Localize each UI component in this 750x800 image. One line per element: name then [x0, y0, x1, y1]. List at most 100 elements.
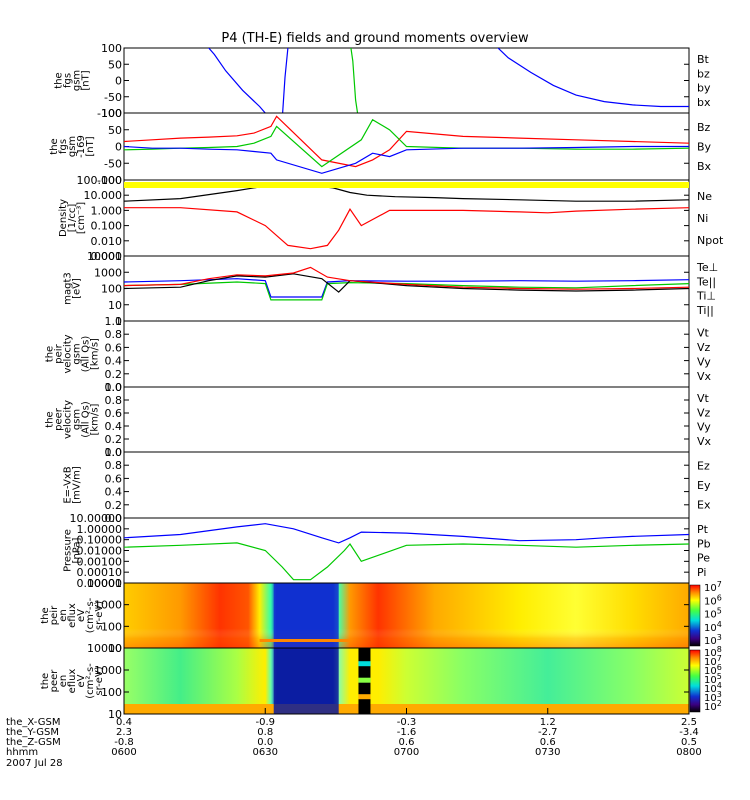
colorbar-label: 108: [704, 645, 722, 659]
colorbar-label: 104: [704, 620, 722, 634]
y-axis-label: peer: [54, 407, 65, 431]
colorbar-label: 105: [704, 672, 722, 686]
y-axis-label: [km/s]: [90, 403, 101, 435]
x-tick-label: 2.3: [116, 727, 132, 738]
series-bx-tail: [497, 48, 689, 108]
electron-spectrogram-patch: [358, 661, 371, 667]
y-axis-label: gsm: [72, 343, 83, 364]
panel-frame: [123, 320, 690, 388]
x-row-label: the_X-GSM: [6, 717, 60, 728]
y-tick-label: 0.001: [91, 250, 123, 263]
legend-label: bz: [697, 67, 710, 80]
panel-frame: [123, 517, 690, 584]
colorbar: [689, 649, 701, 713]
y-tick-label: 0: [115, 75, 122, 88]
series-Te⊥: [124, 266, 689, 290]
legend-label: Npot: [697, 234, 724, 247]
y-axis-label: eflux: [67, 603, 78, 628]
y-axis-label: en: [58, 675, 69, 688]
electron-spectrogram: [124, 648, 689, 714]
y-tick-label: 10.000: [84, 189, 123, 202]
y-tick-label: 0.2: [105, 368, 123, 381]
y-axis-label: gsm: [72, 409, 83, 430]
colorbar-label: 103: [704, 633, 722, 647]
y-tick-label: 1.0: [105, 446, 123, 459]
series-group: [124, 183, 689, 250]
y-tick-label: -100: [97, 107, 122, 120]
y-axis-label: eV: [76, 674, 87, 687]
legend-label: Bx: [697, 160, 712, 173]
series-bx-spike: [282, 48, 289, 113]
x-row-label: the_Z-GSM: [6, 737, 61, 748]
y-tick-label: 0.10000: [77, 534, 123, 547]
x-tick-label: -3.4: [679, 727, 699, 738]
y-tick-label: 0.00001: [77, 577, 123, 590]
y-tick-label: 1.000: [91, 204, 123, 217]
legend-label: Pb: [697, 537, 711, 550]
colorbar-label: 104: [704, 681, 722, 695]
y-axis-label: sr-eV): [94, 666, 105, 695]
legend-label: Vy: [697, 421, 711, 434]
y-tick-label: -50: [104, 157, 122, 170]
y-axis-label: peer: [49, 669, 60, 693]
legend-label: Vz: [697, 406, 711, 419]
series-Pe: [124, 542, 689, 581]
panel-peir_vel: 1.00.80.60.40.20.0thepeirvelocitygsm(All…: [45, 315, 712, 394]
legend-label: Ti||: [696, 304, 714, 317]
series-group: [124, 115, 689, 174]
legend-label: Vy: [697, 355, 711, 368]
electron-spectrogram-patch: [358, 694, 371, 700]
colorbar-label: 103: [704, 690, 722, 704]
x-tick-label: 0.8: [257, 727, 273, 738]
x-tick-label: -1.6: [397, 727, 417, 738]
series-Bx: [124, 145, 689, 174]
series-group: [124, 523, 689, 581]
y-axis-label: [nPa]: [72, 537, 83, 563]
y-axis-label: peir: [54, 343, 65, 363]
y-axis-label: (All Qs): [81, 336, 92, 373]
series-group: [207, 48, 689, 113]
npot-saturation-band: [124, 182, 689, 188]
x-row-label: 2007 Jul 28: [6, 758, 63, 769]
electron-spectrogram-patch: [358, 677, 371, 683]
y-tick-label: -50: [104, 91, 122, 104]
y-axis-label: [nT]: [85, 136, 96, 156]
legend-label: Bz: [697, 121, 711, 134]
y-tick-label: 1000: [94, 664, 122, 677]
colorbar-label: 105: [704, 607, 722, 621]
colorbar: [689, 584, 701, 647]
electron-spectrogram-gap: [273, 648, 339, 714]
x-tick-label: 0.5: [681, 737, 697, 748]
y-axis-label: fgs: [58, 139, 69, 154]
legend-label: Ez: [697, 460, 710, 473]
y-tick-label: 1.0: [105, 381, 123, 394]
x-tick-label: -2.7: [538, 727, 558, 738]
legend-label: Te||: [696, 275, 716, 288]
series-Te||: [124, 273, 689, 293]
ion-spectrogram-gap: [273, 583, 339, 648]
y-axis-label: the: [54, 72, 65, 88]
y-axis-label: (All Qs): [81, 401, 92, 438]
y-axis-label: [cm⁻³]: [76, 202, 87, 234]
panels: 100500-50-100thefgsgsm[nT]Btbzbybx100500…: [40, 42, 724, 721]
legend-label: by: [697, 82, 711, 95]
y-axis-label: velocity: [63, 334, 74, 373]
legend-label: Ey: [697, 479, 711, 492]
x-tick-label: -0.9: [255, 717, 275, 728]
series-Ti||: [124, 281, 689, 301]
legend-label: Vt: [697, 326, 710, 339]
colorbar-label: 106: [704, 663, 722, 677]
y-tick-label: 100: [101, 107, 122, 120]
y-axis-label: magt3: [63, 272, 74, 305]
panel-peir_spec: 10000 1000 100 10 thepeirenefluxeV(cm²-s-sr-…: [40, 577, 722, 655]
y-axis-label: gsm: [72, 70, 83, 91]
legend-label: Bt: [697, 53, 710, 66]
x-tick-label: -0.3: [397, 717, 417, 728]
legend-label: Pe: [697, 552, 710, 565]
y-axis-label: the: [40, 673, 51, 689]
panel-frame: [123, 451, 690, 519]
x-tick-label: 0800: [676, 747, 701, 758]
